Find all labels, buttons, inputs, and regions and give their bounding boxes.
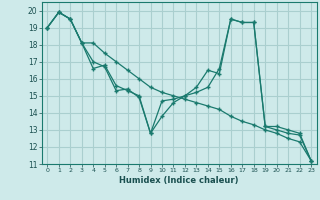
X-axis label: Humidex (Indice chaleur): Humidex (Indice chaleur) (119, 176, 239, 185)
